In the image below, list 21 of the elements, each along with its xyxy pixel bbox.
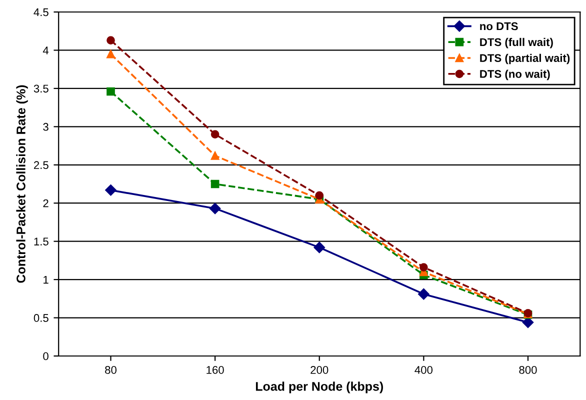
legend-label: no DTS [480, 22, 518, 30]
x-tick-label: 400 [414, 366, 433, 374]
x-tick-label: 80 [105, 366, 116, 374]
y-tick-label: 4 [42, 46, 49, 54]
y-tick-label: 0 [43, 352, 48, 360]
y-tick-label: 2 [43, 199, 48, 208]
y-tick-label: 1.5 [34, 238, 48, 246]
legend-label: DTS (no wait) [480, 70, 550, 80]
y-tick-label: 1 [44, 276, 48, 284]
y-axis-title: Control-Packet Collision Rate (%) [16, 85, 28, 283]
x-axis-title: Load per Node (kbps) [256, 382, 383, 394]
x-tick-label: 800 [519, 366, 537, 374]
y-tick-label: 3.5 [34, 84, 48, 93]
y-tick-label: 3 [43, 122, 48, 131]
x-tick-label: 160 [206, 366, 224, 374]
y-tick-label: 4.5 [34, 8, 48, 16]
legend-label: DTS (full wait) [480, 38, 553, 48]
legend-label: DTS (partial wait) [480, 54, 570, 64]
y-tick-label: 2.5 [34, 161, 48, 170]
x-tick-label: 200 [310, 366, 328, 374]
y-tick-label: 0.5 [34, 314, 48, 322]
